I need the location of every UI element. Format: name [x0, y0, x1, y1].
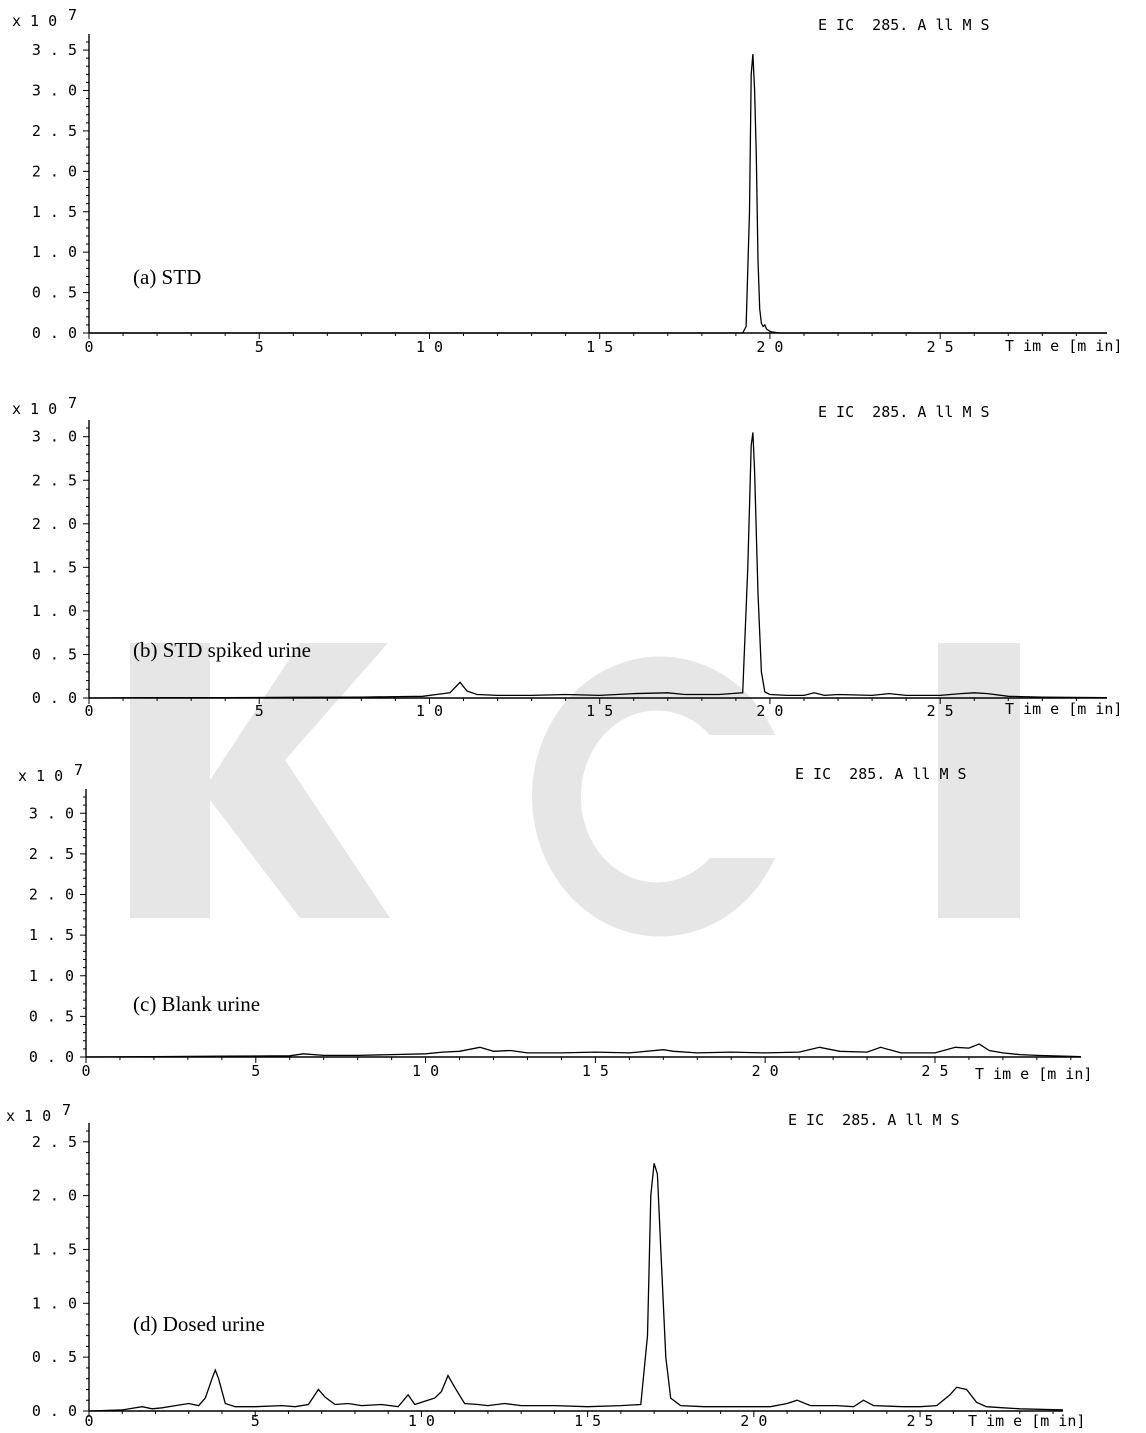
y-tick-label: 2 . 0 — [29, 886, 74, 904]
x-tick-label: 1 0 — [416, 702, 443, 720]
x-tick-label: 2 0 — [752, 1062, 779, 1080]
y-tick-label: 2 . 0 — [32, 515, 77, 533]
x-tick-label: 0 — [84, 702, 93, 720]
y-tick-label: 0 . 5 — [29, 1007, 74, 1025]
y-scale-exponent: 7 — [68, 394, 77, 412]
x-tick-label: 2 5 — [907, 1412, 934, 1430]
y-tick-label: 0 . 5 — [32, 1348, 77, 1366]
chromatogram-panel-c: 0 . 0 0 . 5 1 . 0 1 . 5 2 . 0 2 . 5 3 . 0 0 5 1 0… — [0, 760, 1146, 1090]
eic-label: E IC 285. A ll M S — [788, 1111, 960, 1129]
y-tick-label: 2 . 5 — [32, 122, 77, 140]
eic-label: E IC 285. A ll M S — [818, 403, 990, 421]
y-tick-label: 2 . 5 — [32, 1133, 77, 1151]
eic-trace — [88, 1163, 1064, 1412]
x-tick-label: 1 5 — [586, 338, 613, 356]
panel-label: (b) STD spiked urine — [133, 638, 311, 662]
x-tick-label: 2 0 — [740, 1412, 767, 1430]
y-tick-label: 1 . 5 — [32, 203, 77, 221]
x-tick-label: 5 — [251, 1412, 260, 1430]
x-tick-label: 0 — [81, 1062, 90, 1080]
x-tick-label: 2 5 — [921, 1062, 948, 1080]
y-tick-label: 0 . 0 — [29, 1048, 74, 1066]
x-tick-label: 0 — [84, 1412, 93, 1430]
chromatogram-panel-b: 0 . 0 0 . 5 1 . 0 1 . 5 2 . 0 2 . 5 3 . 0 0 5 1 0… — [0, 393, 1146, 723]
chromatogram-panel-d: 0 . 0 0 . 5 1 . 0 1 . 5 2 . 0 2 . 5 0 5 1 0 1 5 2 … — [0, 1101, 1146, 1433]
x-tick-label: 5 — [255, 338, 264, 356]
y-tick-label: 2 . 0 — [32, 1187, 77, 1205]
x-tick-label: 2 5 — [927, 338, 954, 356]
chart-svg: 0 . 0 0 . 5 1 . 0 1 . 5 2 . 0 2 . 5 3 . 0 3 . 5… — [12, 6, 1122, 356]
chart-svg: 0 . 0 0 . 5 1 . 0 1 . 5 2 . 0 2 . 5 3 . 0 0 5 1 0… — [18, 761, 1092, 1083]
y-tick-label: 3 . 0 — [32, 82, 77, 100]
x-tick-label: 1 0 — [412, 1062, 439, 1080]
panel-label: (a) STD — [133, 265, 201, 289]
chromatogram-panel-a: 0 . 0 0 . 5 1 . 0 1 . 5 2 . 0 2 . 5 3 . 0 3 . 5… — [0, 0, 1146, 365]
y-scale-label: x 1 0 — [12, 400, 57, 418]
y-tick-label: 1 . 5 — [32, 558, 77, 576]
y-tick-label: 0 . 5 — [32, 284, 77, 302]
eic-label: E IC 285. A ll M S — [818, 16, 990, 34]
x-tick-label: 5 — [251, 1062, 260, 1080]
y-tick-label: 1 . 5 — [32, 1240, 77, 1258]
y-tick-label: 2 . 5 — [29, 845, 74, 863]
y-tick-label: 1 . 0 — [32, 1294, 77, 1312]
x-tick-label: 2 0 — [756, 338, 783, 356]
y-tick-label: 2 . 5 — [32, 471, 77, 489]
chart-svg: 0 . 0 0 . 5 1 . 0 1 . 5 2 . 0 2 . 5 3 . 0 0 5 1 0… — [12, 394, 1122, 720]
x-tick-label: 0 — [84, 338, 93, 356]
y-tick-label: 1 . 0 — [32, 243, 77, 261]
y-tick-label: 3 . 5 — [32, 41, 77, 59]
y-tick-label: 3 . 0 — [29, 804, 74, 822]
x-axis-label: T im e [m in] — [1005, 700, 1122, 718]
panel-label: (d) Dosed urine — [133, 1312, 265, 1336]
y-scale-exponent: 7 — [62, 1101, 71, 1119]
x-tick-label: 1 5 — [586, 702, 613, 720]
y-scale-label: x 1 0 — [6, 1107, 51, 1125]
y-scale-label: x 1 0 — [18, 767, 63, 785]
chart-svg: 0 . 0 0 . 5 1 . 0 1 . 5 2 . 0 2 . 5 0 5 1 0 1 5 2 … — [6, 1101, 1085, 1430]
y-tick-label: 1 . 0 — [29, 967, 74, 985]
x-axis-label: T im e [m in] — [968, 1412, 1085, 1430]
y-scale-label: x 1 0 — [12, 12, 57, 30]
x-tick-label: 1 0 — [416, 338, 443, 356]
x-tick-label: 1 0 — [408, 1412, 435, 1430]
x-tick-label: 2 0 — [756, 702, 783, 720]
eic-trace — [89, 54, 1107, 334]
y-scale-exponent: 7 — [74, 761, 83, 779]
x-tick-label: 1 5 — [574, 1412, 601, 1430]
y-tick-label: 0 . 0 — [32, 1402, 77, 1420]
panel-label: (c) Blank urine — [133, 992, 260, 1016]
eic-trace — [88, 432, 1108, 699]
y-tick-label: 1 . 5 — [29, 926, 74, 944]
x-tick-label: 1 5 — [582, 1062, 609, 1080]
y-tick-label: 0 . 0 — [32, 689, 77, 707]
eic-trace — [85, 1043, 1082, 1058]
y-scale-exponent: 7 — [68, 6, 77, 24]
y-tick-label: 1 . 0 — [32, 602, 77, 620]
x-axis-label: T im e [m in] — [1005, 337, 1122, 355]
y-tick-label: 2 . 0 — [32, 162, 77, 180]
x-axis-label: T im e [m in] — [975, 1065, 1092, 1083]
y-tick-label: 3 . 0 — [32, 428, 77, 446]
y-tick-label: 0 . 0 — [32, 324, 77, 342]
x-tick-label: 2 5 — [927, 702, 954, 720]
eic-label: E IC 285. A ll M S — [795, 765, 967, 783]
x-tick-label: 5 — [255, 702, 264, 720]
y-tick-label: 0 . 5 — [32, 645, 77, 663]
